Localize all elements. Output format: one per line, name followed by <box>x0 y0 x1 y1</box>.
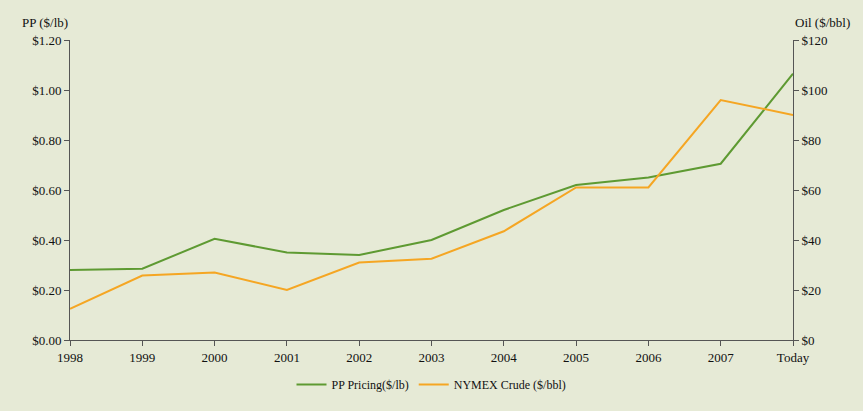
svg-text:2006: 2006 <box>635 350 662 365</box>
svg-text:2000: 2000 <box>202 350 228 365</box>
svg-text:1999: 1999 <box>129 350 155 365</box>
svg-text:PP ($/lb): PP ($/lb) <box>22 15 68 30</box>
svg-text:$0.00: $0.00 <box>32 333 61 348</box>
svg-text:2002: 2002 <box>346 350 372 365</box>
svg-text:2004: 2004 <box>491 350 518 365</box>
svg-text:2001: 2001 <box>274 350 300 365</box>
svg-text:$120: $120 <box>802 33 828 48</box>
svg-text:2007: 2007 <box>708 350 735 365</box>
svg-text:$1.20: $1.20 <box>32 33 61 48</box>
svg-text:PP Pricing($/lb): PP Pricing($/lb) <box>332 378 409 392</box>
svg-text:$0.20: $0.20 <box>32 283 61 298</box>
svg-text:$0.40: $0.40 <box>32 233 61 248</box>
svg-text:2003: 2003 <box>419 350 445 365</box>
svg-text:2005: 2005 <box>563 350 589 365</box>
svg-text:Oil ($/bbl): Oil ($/bbl) <box>795 15 850 30</box>
svg-text:Today: Today <box>777 350 810 365</box>
svg-text:NYMEX Crude ($/bbl): NYMEX Crude ($/bbl) <box>454 378 566 392</box>
svg-text:$20: $20 <box>802 283 822 298</box>
svg-text:$100: $100 <box>802 83 828 98</box>
svg-text:$1.00: $1.00 <box>32 83 61 98</box>
svg-text:$80: $80 <box>802 133 822 148</box>
svg-text:$60: $60 <box>802 183 822 198</box>
svg-text:$0.80: $0.80 <box>32 133 61 148</box>
svg-text:1998: 1998 <box>57 350 83 365</box>
svg-text:$40: $40 <box>802 233 822 248</box>
svg-text:$0: $0 <box>802 333 815 348</box>
svg-text:$0.60: $0.60 <box>32 183 61 198</box>
